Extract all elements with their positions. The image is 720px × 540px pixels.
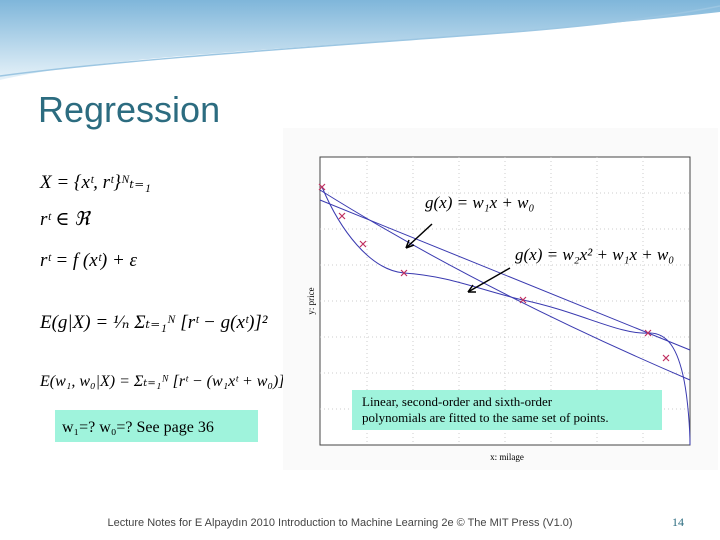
caption-line: Linear, second-order and sixth-order [362, 394, 553, 409]
formula: rᵗ ∈ ℜ [40, 209, 91, 230]
header-wave [0, 0, 720, 80]
linear-fit [319, 199, 691, 351]
footer: Lecture Notes for E Alpaydın 2010 Introd… [107, 517, 572, 529]
formula: rᵗ = f (xᵗ) + ε [40, 250, 138, 271]
quadratic-fit [319, 189, 691, 381]
header-line [0, 5, 720, 77]
question-box [55, 410, 258, 442]
question: w₁=? w₀=? See page 36 [62, 419, 214, 436]
linear-label: g(x) = w₁x + w₀ [425, 193, 534, 212]
formula: E(w₁, w₀|X) = Σₜ₌₁ᴺ [rᵗ − (w₁xᵗ + w₀)]² [39, 373, 291, 390]
caption-line: polynomials are fitted to the same set o… [362, 410, 609, 425]
page-number: 14 [672, 515, 684, 529]
y-axis-label: y: price [306, 287, 316, 314]
formula: X = {xᵗ, rᵗ}ᴺₜ₌₁ [39, 172, 151, 193]
points [318, 183, 670, 362]
arrows [405, 223, 511, 293]
x-axis-label: x: milage [490, 452, 524, 462]
fits [319, 186, 691, 446]
slide-title: Regression [38, 89, 220, 130]
formulas: X = {xᵗ, rᵗ}ᴺₜ₌₁ rᵗ ∈ ℜ rᵗ = f (xᵗ) + ε … [39, 172, 291, 390]
caption-box [352, 390, 662, 430]
quadratic-label: g(x) = w₂x² + w₁x + w₀ [515, 245, 674, 264]
sixth-order-fit [321, 186, 691, 446]
formula: E(g|X) = ¹⁄ₙ Σₜ₌₁ᴺ [rᵗ − g(xᵗ)]² [39, 312, 268, 333]
